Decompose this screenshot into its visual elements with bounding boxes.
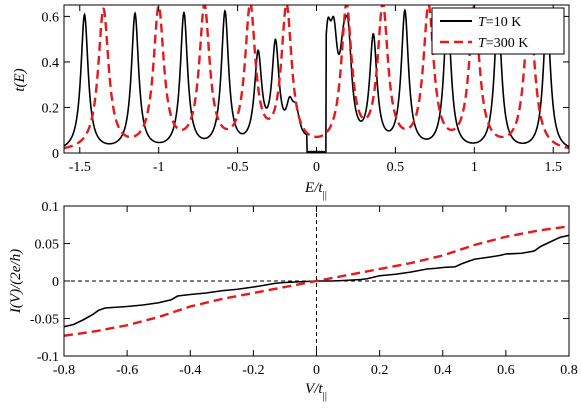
legend-label-t300: T=300 K [478, 36, 528, 51]
x-tick-label: 1 [471, 160, 478, 175]
series-line-t300 [64, 5, 569, 150]
series-line-t10 [64, 8, 569, 153]
legend: T=10 K T=300 K [431, 7, 565, 55]
current-series [64, 225, 569, 337]
y-axis-label: I(V)/(2e/h) [8, 249, 24, 314]
x-tick-label: 1.5 [544, 160, 562, 175]
x-tick-label: -0.8 [53, 363, 75, 378]
y-tick-label: 0.1 [42, 200, 60, 215]
x-axis-label: E/t|| [304, 180, 327, 201]
x-tick-label: 0.2 [371, 363, 389, 378]
y-tick-label: -0.1 [37, 350, 59, 365]
x-tick-label: -0.2 [242, 363, 264, 378]
x-tick-label: -0.5 [227, 160, 249, 175]
transmission-series [64, 5, 569, 153]
y-tick-label: -0.05 [30, 313, 59, 328]
current-panel: -0.8 -0.6 -0.4 -0.2 0 0.2 0.4 0.6 0.8 -0.1 -0.05 0 0… [8, 200, 578, 402]
x-tick-label: 0.4 [434, 363, 452, 378]
x-tick-label: 0 [313, 363, 320, 378]
series-line-t300 [64, 225, 569, 337]
y-tick-label: 0 [52, 275, 59, 290]
legend-label-t10: T=10 K [478, 15, 521, 30]
axis-ticks: -0.8 -0.6 -0.4 -0.2 0 0.2 0.4 0.6 0.8 -0.1 -0.05 0 0… [30, 200, 578, 378]
y-tick-label: 0.4 [42, 56, 60, 71]
x-tick-label: 0.6 [497, 363, 515, 378]
y-tick-label: 0.2 [42, 101, 60, 116]
x-axis-label: V/t|| [305, 381, 327, 402]
transmission-panel: -1.5 -1 -0.5 0 0.5 1 1.500.20.40.6 E/t|| t(E) … [12, 4, 570, 201]
x-tick-label: 0.8 [560, 363, 578, 378]
x-tick-label: -0.4 [179, 363, 201, 378]
x-tick-label: -1.5 [69, 160, 91, 175]
x-tick-label: -0.6 [116, 363, 138, 378]
x-tick-label: 0.5 [387, 160, 405, 175]
x-tick-label: -1 [153, 160, 165, 175]
y-axis-label: t(E) [12, 68, 28, 91]
series-line-t10 [64, 234, 569, 328]
legend-box [431, 7, 565, 55]
y-tick-label: 0 [52, 147, 59, 162]
y-tick-label: 0.6 [42, 10, 60, 25]
x-tick-label: 0 [313, 160, 320, 175]
y-tick-label: 0.05 [35, 238, 60, 253]
